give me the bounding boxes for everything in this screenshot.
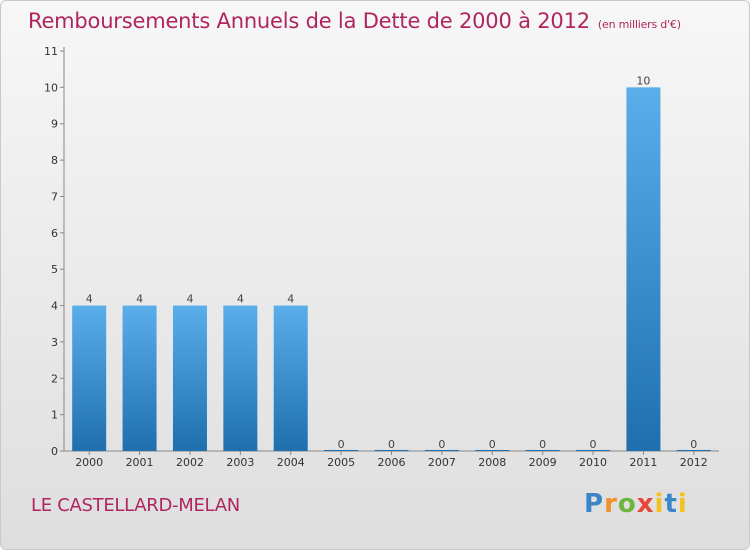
- data-label: 4: [237, 293, 244, 306]
- y-tick-label: 4: [51, 300, 58, 313]
- x-tick-label: 2005: [327, 456, 355, 469]
- data-label: 4: [287, 293, 294, 306]
- x-tick-label: 2002: [176, 456, 204, 469]
- data-label: 0: [690, 438, 697, 451]
- y-tick-label: 7: [51, 190, 58, 203]
- proxiti-logo: Proxiti: [584, 489, 688, 519]
- x-tick-label: 2001: [126, 456, 154, 469]
- x-tick-label: 2007: [428, 456, 456, 469]
- chart-subtitle: (en milliers d'€): [597, 18, 681, 31]
- data-label: 4: [86, 293, 93, 306]
- x-tick-label: 2003: [226, 456, 254, 469]
- x-tick-label: 2012: [680, 456, 708, 469]
- bar: [72, 305, 107, 451]
- x-tick-label: 2006: [378, 456, 406, 469]
- x-tick-label: 2000: [75, 456, 103, 469]
- chart-title-text: Remboursements Annuels de la Dette de 20…: [28, 9, 590, 33]
- y-tick-label: 10: [44, 81, 58, 94]
- data-label: 0: [590, 438, 597, 451]
- y-tick-label: 11: [44, 45, 58, 58]
- y-tick-label: 6: [51, 227, 58, 240]
- y-tick-label: 9: [51, 118, 58, 131]
- data-label: 10: [636, 74, 650, 87]
- bar: [626, 87, 661, 451]
- commune-name: LE CASTELLARD-MELAN: [31, 495, 240, 516]
- data-label: 0: [338, 438, 345, 451]
- x-tick-label: 2009: [529, 456, 557, 469]
- data-label: 4: [186, 293, 193, 306]
- x-tick-label: 2004: [277, 456, 305, 469]
- data-label: 4: [136, 293, 143, 306]
- y-tick-label: 8: [51, 154, 58, 167]
- bar: [172, 305, 207, 451]
- bar: [273, 305, 308, 451]
- y-tick-label: 5: [51, 263, 58, 276]
- bar: [122, 305, 157, 451]
- x-tick-label: 2011: [629, 456, 657, 469]
- bar: [223, 305, 258, 451]
- x-tick-label: 2010: [579, 456, 607, 469]
- x-tick-label: 2008: [478, 456, 506, 469]
- y-tick-label: 1: [51, 409, 58, 422]
- data-label: 0: [539, 438, 546, 451]
- data-label: 0: [438, 438, 445, 451]
- y-tick-label: 0: [51, 445, 58, 458]
- y-tick-label: 3: [51, 336, 58, 349]
- chart-title: Remboursements Annuels de la Dette de 20…: [28, 9, 681, 33]
- y-tick-label: 2: [51, 372, 58, 385]
- data-label: 0: [388, 438, 395, 451]
- data-label: 0: [489, 438, 496, 451]
